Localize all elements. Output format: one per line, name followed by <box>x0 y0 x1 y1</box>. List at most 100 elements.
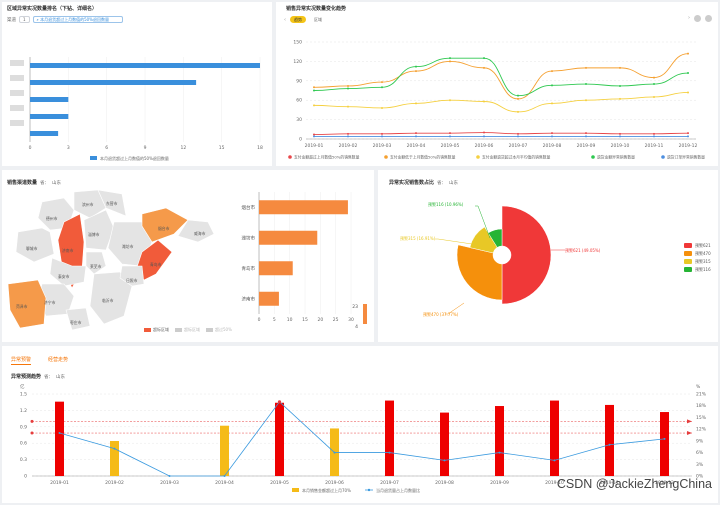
x-tick-label: 2019-10 <box>611 143 630 149</box>
region-taian[interactable] <box>49 257 87 287</box>
channel-filter-value[interactable]: 山东 <box>52 180 62 186</box>
slice-label: 预警315 (16.91%) <box>400 235 436 241</box>
legend-label: 预警116 <box>695 266 711 272</box>
legend-label: 支付金额退货超过本月平均值的销售数量 <box>482 155 551 160</box>
x-tick-label: 15 <box>219 145 225 151</box>
x-tick-label: 2019-02 <box>105 480 124 486</box>
map-region-label: 淄博市 <box>88 232 100 237</box>
legend-item[interactable]: 超标区域 <box>175 327 200 333</box>
x-tick-label: 2019-07 <box>380 480 399 486</box>
bar <box>550 400 559 476</box>
region-zaozhuang[interactable] <box>65 307 91 331</box>
pie-slice <box>501 205 552 305</box>
legend-item[interactable]: 超标区域 <box>144 327 169 333</box>
bar <box>440 412 449 476</box>
data-point <box>517 132 519 135</box>
legend-label: 本月销售金额超过上月70% <box>302 487 351 493</box>
y2-tick-label: 9% <box>696 438 704 444</box>
y-tick-label: 150 <box>293 40 302 46</box>
channel-panel: 销售渠道数量 省： 山东 德州市 济南市 聊城市 泰安市 菏泽市 济宁市 东营市 滨州市 淄博市… <box>2 170 374 342</box>
forecast-filter-value[interactable]: 山东 <box>56 374 66 380</box>
data-point <box>415 70 417 73</box>
map-region-label: 滨州市 <box>82 202 94 207</box>
data-point <box>551 132 553 135</box>
rank-panel: 区域异常实况数量排名（下钻、详细名） 渠道 1 ⌕ 本月退货超过上月数值的50%… <box>2 2 272 166</box>
y-tick-label: 0 <box>24 474 27 480</box>
legend-item[interactable]: 超过50% <box>206 327 232 333</box>
legend-swatch <box>684 243 692 248</box>
data-point <box>347 84 349 87</box>
x-tick-label: 10 <box>287 317 293 323</box>
legend-marker <box>384 155 388 159</box>
data-point <box>58 432 61 435</box>
bar <box>660 412 669 476</box>
y-tick-label: 0.3 <box>20 457 27 463</box>
rank-select[interactable]: 1 <box>19 16 30 23</box>
data-point <box>313 104 315 107</box>
bar <box>259 291 279 306</box>
region-linyi[interactable] <box>89 271 133 325</box>
x-tick-label: 12 <box>180 145 186 151</box>
rank-search[interactable]: ⌕ 本月退货超过上月数值的50%退回数量 <box>32 16 123 23</box>
data-point <box>653 132 655 135</box>
settings-icon[interactable] <box>705 15 712 22</box>
x-tick-label: 2019-03 <box>373 143 392 149</box>
chevron-left-icon[interactable]: ‹ <box>284 16 286 23</box>
pie-slice <box>469 226 498 254</box>
legend-label: 预警315 <box>695 258 711 264</box>
data-point <box>553 459 556 462</box>
x-tick-label: 2019-10 <box>545 480 564 486</box>
tab-trend[interactable]: 趋势 <box>290 16 306 23</box>
legend-swatch <box>90 156 97 160</box>
data-point <box>449 60 451 63</box>
data-point <box>347 132 349 135</box>
region-laiwu[interactable] <box>85 251 107 275</box>
trend-title: 销售异常实况数量变化趋势 <box>286 6 347 12</box>
legend-label: 本月退货超过上月数值的50%退回数量 <box>100 155 169 161</box>
map-region-label: 莱芜市 <box>90 264 102 269</box>
rank-title: 区域异常实况数量排名（下钻、详细名） <box>7 6 98 12</box>
category-label: 济南市 <box>242 295 256 302</box>
data-point <box>313 135 315 138</box>
label-leader <box>475 205 491 239</box>
series-line <box>313 53 689 100</box>
data-point <box>517 94 519 97</box>
data-point <box>585 99 587 102</box>
tab-region[interactable]: 区域 <box>314 17 322 22</box>
data-point <box>517 97 519 100</box>
x-tick-label: 2019-01 <box>50 480 69 486</box>
region-dongying[interactable] <box>97 189 127 217</box>
region-liaocheng[interactable] <box>15 227 55 263</box>
map-region-label: 日照市 <box>126 278 138 283</box>
region-rizhao[interactable] <box>119 265 145 287</box>
region-binzhou[interactable] <box>73 189 107 219</box>
region-heze[interactable] <box>7 279 47 329</box>
tab-trend-bottom[interactable]: 经营走势 <box>48 357 69 363</box>
x-tick-label: 2019-11 <box>645 143 664 149</box>
series-line <box>313 132 689 135</box>
map-region-label: 泰安市 <box>58 274 70 279</box>
tab-warning[interactable]: 异常预警 <box>11 357 32 363</box>
data-point <box>517 135 519 138</box>
scale-min-label: 4 <box>355 324 358 330</box>
highlight-point <box>277 400 282 404</box>
map-region-label: 济宁市 <box>44 300 56 305</box>
data-point <box>653 95 655 98</box>
x-tick-label: 2019-07 <box>509 143 528 149</box>
category-label: 青岛市 <box>242 265 256 272</box>
active-tab-indicator <box>11 364 31 365</box>
y-axis-unit: 亿 <box>20 383 25 390</box>
data-point <box>415 132 417 135</box>
data-point <box>415 102 417 105</box>
y2-tick-label: 15% <box>696 415 707 421</box>
x-tick-label: 2019-05 <box>441 143 460 149</box>
data-point <box>415 65 417 68</box>
ratio-filter-value[interactable]: 山东 <box>449 180 459 186</box>
refresh-icon[interactable] <box>694 15 701 22</box>
chevron-right-icon[interactable]: › <box>688 15 690 21</box>
region-weihai[interactable] <box>177 219 215 243</box>
province-map[interactable] <box>2 170 252 342</box>
data-point <box>663 437 666 440</box>
region-yantai[interactable] <box>141 207 189 243</box>
